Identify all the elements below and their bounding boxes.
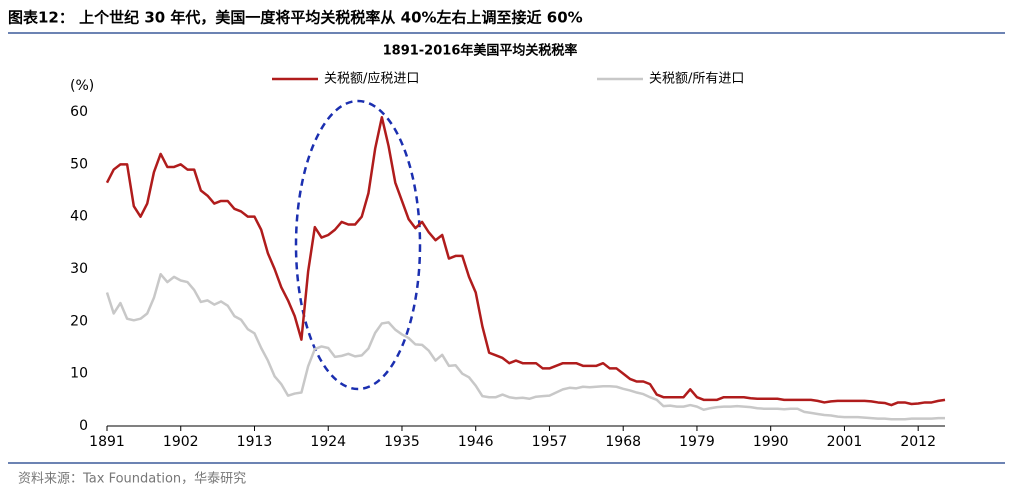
x-tick-label: 1979 (679, 434, 715, 450)
series-line (105, 115, 946, 407)
legend-label: 关税额/所有进口 (649, 72, 744, 87)
x-tick-label: 2001 (827, 434, 863, 450)
series-line (105, 272, 945, 421)
x-tick-label: 1957 (532, 434, 568, 450)
y-tick-label: 50 (70, 156, 88, 172)
legend-label: 关税额/应税进口 (324, 71, 419, 87)
y-tick-label: 60 (70, 104, 88, 120)
x-tick-label: 2012 (900, 434, 936, 450)
y-axis-label: (%) (70, 78, 94, 94)
highlight-ellipse (294, 99, 422, 391)
x-tick-label: 1968 (605, 434, 641, 450)
header-title: 图表12： 上个世纪 30 年代，美国一度将平均关税税率从 40%左右上调至接近… (8, 9, 583, 27)
chart-title: 1891-2016年美国平均关税税率 (383, 43, 578, 59)
x-tick-label: 1913 (237, 434, 273, 450)
x-tick-label: 1946 (458, 434, 494, 450)
y-tick-label: 10 (70, 366, 88, 382)
x-tick-label: 1891 (89, 434, 125, 450)
y-tick-label: 0 (79, 418, 88, 434)
x-tick-label: 1902 (163, 434, 199, 450)
y-tick-label: 40 (70, 209, 88, 225)
x-tick-label: 1990 (753, 434, 789, 450)
y-tick-label: 30 (70, 261, 88, 277)
x-tick-label: 1935 (384, 434, 420, 450)
y-tick-label: 20 (70, 313, 88, 329)
source-note: 资料来源：Tax Foundation，华泰研究 (18, 472, 246, 487)
x-tick-label: 1924 (310, 434, 346, 450)
